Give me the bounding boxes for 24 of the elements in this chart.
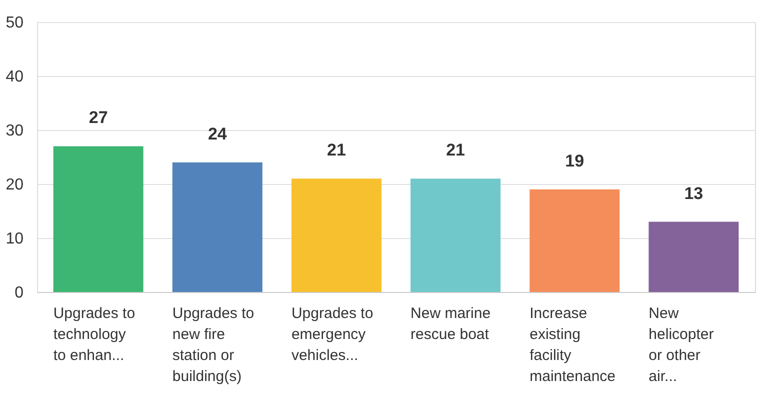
y-tick-label: 30 [6,122,24,140]
bar [53,146,144,292]
bar [648,222,739,292]
y-tick-label: 50 [6,14,24,32]
data-label: 19 [565,151,584,170]
y-tick-label: 10 [6,230,24,248]
bar [410,178,501,292]
x-tick-label: Upgrades to emergency vehicles... [291,305,374,364]
bar [530,189,620,292]
x-tick-label: New helicopter or other air... [648,305,714,385]
x-tick-label: Upgrades to technology to enhan... [53,305,136,364]
y-tick-label: 20 [6,176,24,194]
data-label: 24 [208,124,228,144]
data-label: 13 [684,184,704,203]
y-tick-label: 0 [14,284,24,302]
data-label: 21 [446,140,465,160]
x-tick-label: New marine rescue boat [410,305,491,343]
data-label: 27 [88,108,108,128]
x-tick-label: Upgrades to new fire station or building(s) [172,305,254,385]
x-tick-label: Increase existing facility maintenance [530,305,616,385]
data-label: 21 [327,140,346,160]
bar [291,178,382,292]
y-tick-label: 40 [6,68,24,86]
bar [172,162,262,292]
